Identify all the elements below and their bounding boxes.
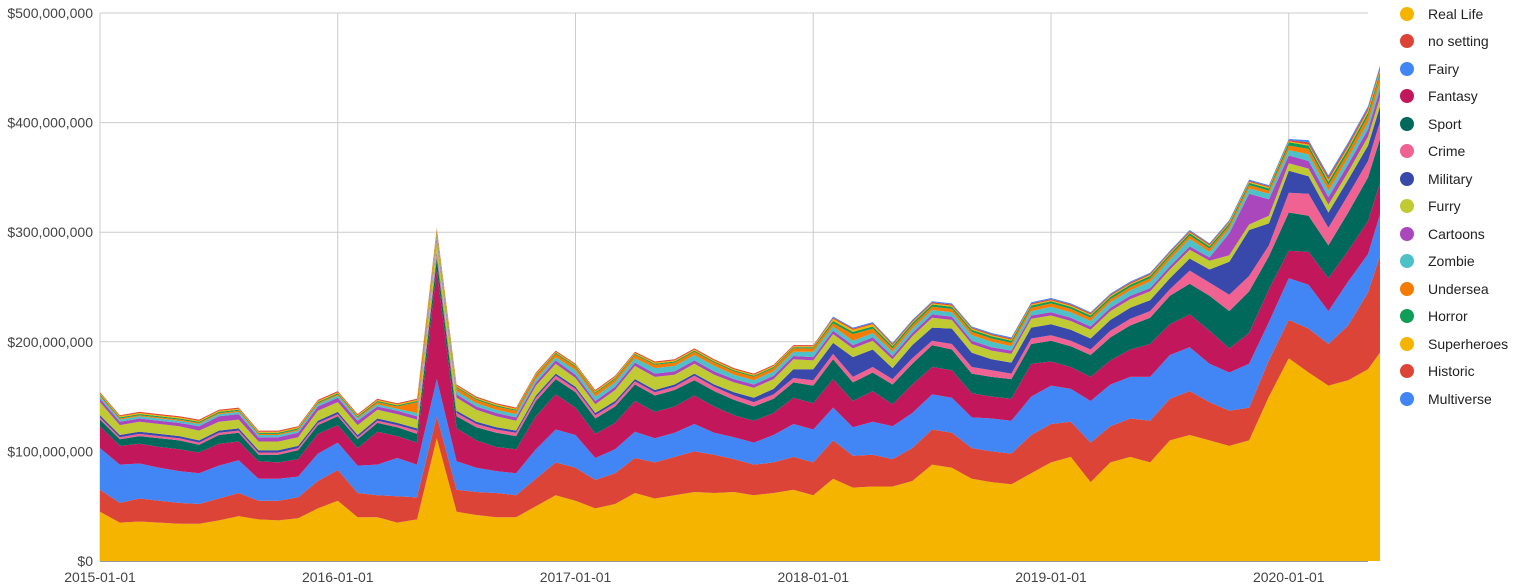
legend-item[interactable]: Sport	[1400, 110, 1461, 137]
legend-swatch	[1400, 89, 1414, 103]
legend-item[interactable]: Historic	[1400, 358, 1475, 385]
legend-swatch	[1400, 34, 1414, 48]
x-tick-label: 2015-01-01	[64, 569, 136, 585]
legend-item[interactable]: Crime	[1400, 138, 1465, 165]
legend-swatch	[1400, 144, 1414, 158]
area-no-setting	[100, 255, 1380, 524]
legend-swatch	[1400, 171, 1414, 186]
y-tick-label: $300,000,000	[7, 224, 93, 240]
legend-swatch	[1400, 6, 1414, 21]
x-tick-label: 2017-01-01	[540, 569, 612, 585]
x-tick-label: 2019-01-01	[1015, 569, 1087, 585]
x-tick-label: 2020-01-01	[1253, 569, 1325, 585]
legend-item[interactable]: Cartoons	[1400, 220, 1485, 247]
legend-label: Cartoons	[1428, 225, 1485, 242]
legend-item[interactable]: Zombie	[1400, 248, 1475, 275]
legend-item[interactable]: Real Life	[1400, 0, 1483, 27]
x-axis-ticks: 2015-01-01 2016-01-01 2017-01-01 2018-01-01…	[64, 569, 1325, 585]
area-fantasy	[100, 182, 1380, 479]
legend-label: Zombie	[1428, 253, 1475, 269]
x-tick-label: 2016-01-01	[302, 569, 374, 585]
legend-swatch	[1400, 61, 1414, 76]
legend-label: Fantasy	[1428, 88, 1478, 104]
area-real-life	[100, 352, 1380, 561]
legend-item[interactable]: no setting	[1400, 28, 1489, 55]
legend-item[interactable]: Fantasy	[1400, 83, 1478, 110]
legend-swatch	[1400, 309, 1414, 323]
y-tick-label: $100,000,000	[7, 443, 93, 459]
legend-swatch	[1400, 391, 1414, 406]
legend-label: Horror	[1428, 308, 1468, 324]
y-axis-ticks: $0 $100,000,000 $200,000,000 $300,000,000 $4…	[7, 5, 93, 569]
legend-swatch	[1400, 336, 1414, 351]
legend-item[interactable]: Superheroes	[1400, 330, 1508, 357]
legend-label: Real Life	[1428, 5, 1484, 22]
legend-label: Military	[1428, 170, 1473, 187]
x-tick-label: 2018-01-01	[777, 569, 849, 585]
legend-swatch	[1400, 226, 1414, 241]
legend-label: Superheroes	[1428, 335, 1509, 352]
legend-label: Fairy	[1428, 60, 1460, 77]
legend-swatch	[1400, 116, 1414, 131]
legend-item[interactable]: Furry	[1400, 193, 1461, 220]
legend-item[interactable]: Horror	[1400, 303, 1468, 330]
legend-item[interactable]: Fairy	[1400, 55, 1459, 82]
legend-label: Historic	[1428, 363, 1475, 379]
legend-label: Furry	[1428, 198, 1461, 214]
legend-swatch	[1400, 254, 1414, 268]
legend-label: Multiverse	[1428, 390, 1492, 407]
legend-swatch	[1400, 364, 1414, 378]
legend-swatch	[1400, 199, 1414, 213]
legend-item[interactable]: Multiverse	[1400, 385, 1492, 412]
legend-label: Crime	[1428, 143, 1466, 159]
legend-label: Undersea	[1428, 280, 1489, 297]
y-tick-label: $0	[77, 553, 93, 569]
legend-label: no setting	[1428, 33, 1489, 49]
y-tick-label: $500,000,000	[7, 5, 93, 21]
y-tick-label: $200,000,000	[7, 334, 93, 350]
stacked-area-chart: $0 $100,000,000 $200,000,000 $300,000,000 $4…	[7, 5, 1380, 585]
legend-item[interactable]: Undersea	[1400, 275, 1489, 302]
legend-swatch	[1400, 281, 1414, 296]
series-areas	[100, 65, 1380, 561]
legend-item[interactable]: Military	[1400, 165, 1472, 192]
y-tick-label: $400,000,000	[7, 115, 93, 131]
legend-label: Sport	[1428, 115, 1462, 132]
area-fairy	[100, 214, 1380, 504]
